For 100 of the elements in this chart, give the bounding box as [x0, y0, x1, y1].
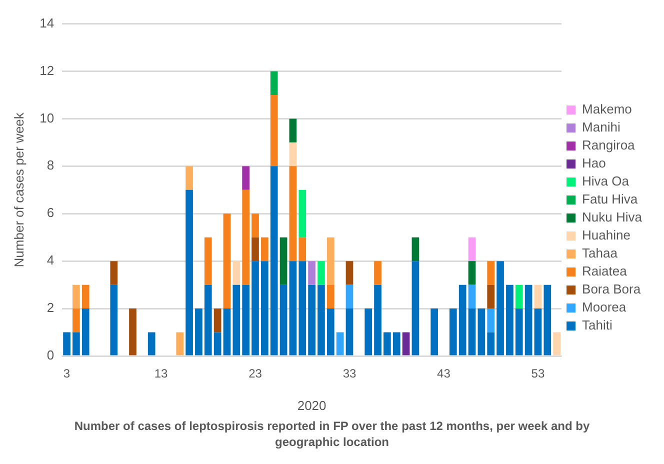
x-tick-label: 53 — [531, 366, 545, 381]
bar — [232, 284, 240, 356]
legend-label: Hiva Oa — [582, 174, 630, 189]
bar — [458, 284, 466, 356]
bar — [487, 332, 495, 356]
bar — [186, 166, 193, 190]
y-tick-label: 8 — [46, 158, 54, 173]
bar — [374, 261, 382, 285]
bar — [176, 332, 184, 356]
bar — [280, 237, 288, 285]
bar — [318, 284, 325, 356]
bar — [252, 237, 259, 262]
legend-label: Bora Bora — [582, 282, 642, 297]
bar — [242, 284, 250, 356]
x-tick-label: 23 — [248, 366, 262, 381]
bar — [534, 284, 542, 309]
bar — [261, 261, 268, 356]
bar — [129, 308, 136, 356]
bar — [204, 284, 212, 356]
bar — [346, 284, 354, 309]
bar — [468, 284, 476, 309]
bar — [412, 237, 420, 262]
bar — [326, 237, 334, 285]
bar — [148, 332, 156, 356]
bar — [110, 284, 118, 356]
bar — [270, 94, 278, 166]
x-tick-label: 3 — [63, 366, 70, 381]
x-tick-label: 33 — [342, 366, 356, 381]
legend-label: Hao — [582, 156, 606, 171]
legend-label: Nuku Hiva — [582, 210, 643, 225]
x-tick-label: 43 — [437, 366, 451, 381]
bar — [280, 284, 288, 356]
y-tick-label: 0 — [46, 348, 54, 363]
bar — [289, 142, 297, 166]
y-tick-label: 2 — [46, 300, 54, 316]
bar — [487, 308, 495, 332]
bar — [384, 332, 391, 356]
bar — [487, 284, 495, 309]
bar — [468, 237, 476, 262]
bar — [223, 308, 231, 356]
bar — [392, 332, 400, 356]
y-tick-label: 10 — [40, 110, 54, 126]
bar — [336, 332, 344, 356]
bar — [289, 261, 297, 356]
bar — [364, 308, 372, 356]
y-tick-label: 4 — [46, 252, 54, 268]
bar — [186, 190, 193, 356]
bar — [374, 284, 382, 356]
legend-label: Fatu Hiva — [582, 192, 638, 207]
bar — [326, 308, 334, 356]
legend-label: Huahine — [582, 228, 630, 243]
y-tick-label: 6 — [46, 205, 54, 220]
bar — [430, 308, 438, 356]
bar — [232, 261, 240, 285]
bar — [82, 308, 90, 356]
bar — [63, 332, 70, 356]
bar — [449, 308, 457, 356]
bar — [468, 261, 476, 285]
legend-label: Tahiti — [582, 318, 612, 333]
bar — [346, 308, 354, 356]
bar — [402, 332, 410, 356]
bar — [252, 214, 259, 238]
bar — [326, 284, 334, 309]
y-tick-label: 12 — [40, 62, 54, 78]
bar — [242, 190, 250, 285]
bar — [289, 166, 297, 262]
legend-label: Makemo — [582, 102, 632, 117]
bar — [553, 332, 560, 356]
bar — [270, 71, 278, 95]
legend-label: Rangiroa — [582, 138, 636, 153]
bar — [214, 332, 222, 356]
bar — [298, 237, 306, 262]
bar — [242, 166, 250, 190]
bar — [289, 118, 297, 142]
legend-label: Moorea — [582, 300, 627, 315]
y-tick-label: 14 — [40, 15, 54, 30]
bar — [534, 308, 542, 356]
bar — [110, 261, 118, 285]
x-axis-title: 2020 — [297, 398, 326, 413]
bar — [72, 332, 80, 356]
bar — [270, 166, 278, 356]
bar — [478, 308, 486, 356]
bar — [72, 308, 80, 332]
bar — [515, 284, 523, 309]
bar — [544, 284, 552, 356]
y-axis-title: Number of cases per week — [11, 112, 26, 268]
bar — [412, 261, 420, 356]
bar — [72, 284, 80, 309]
bar — [195, 308, 202, 356]
bar — [204, 237, 212, 285]
bar — [318, 261, 325, 285]
bar — [468, 308, 476, 356]
bar — [487, 261, 495, 285]
bar — [298, 190, 306, 238]
bar — [515, 308, 523, 356]
bar — [506, 284, 514, 356]
bar — [496, 261, 504, 356]
text: Number of cases of leptospirosis reported in FP over the past 12 months, per week and by geographic location — [73, 418, 591, 450]
bar — [346, 261, 354, 285]
legend-label: Tahaa — [582, 246, 618, 261]
